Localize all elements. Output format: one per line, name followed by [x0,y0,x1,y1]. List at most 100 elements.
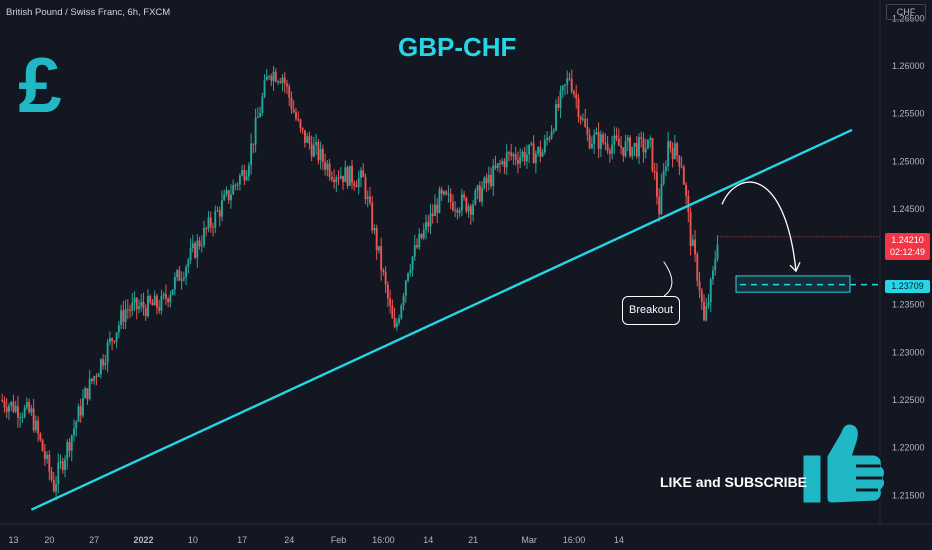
candle-body [167,298,170,303]
projection-arrow[interactable] [721,181,797,272]
candle-body [647,139,649,149]
candle-body [185,266,188,278]
candle-body [445,191,448,195]
candle-body [384,272,387,285]
candle-body [223,194,226,201]
candle-body [564,84,566,86]
chart-title: GBP-CHF [398,32,517,62]
candle-body [709,279,712,303]
candle-body [131,302,134,311]
candle-body [427,222,430,227]
candle-body [617,138,620,146]
candle-body [530,143,533,145]
candle-body [180,278,183,281]
candle-body [398,318,401,323]
candle-body [297,118,300,120]
candle-body [691,239,694,247]
candle-body [281,77,284,83]
candle-body [644,148,647,153]
candle-body [680,166,683,168]
candle-body [355,185,358,188]
candle-body [84,388,87,399]
candle-body [227,190,230,201]
candle-body [259,112,262,118]
candle-body [528,144,531,155]
candle-body [308,136,311,144]
candle-body [687,195,690,213]
candle-body [431,213,434,217]
candle-body [59,461,62,464]
candle-body [573,91,575,95]
candle-body [28,402,31,413]
candle-body [449,193,452,202]
current-price-tag: 1.24210 02:12:49 [885,233,930,260]
candle-body [68,442,71,451]
candle-body [292,109,295,113]
candle-body [151,302,154,306]
candle-body [454,209,457,211]
candle-body [214,211,217,228]
candle-body [512,154,515,156]
candle-body [447,193,450,195]
y-tick-label: 1.22500 [892,395,925,405]
candle-body [48,454,51,472]
candle-body [539,147,542,157]
candle-body [664,166,667,171]
x-tick-label: 17 [237,535,247,545]
candle-body [73,428,75,436]
symbol-label[interactable]: British Pound / Swiss Franc, 6h, FXCM [6,7,171,18]
candle-body [716,244,719,260]
candle-body [64,459,66,470]
candle-body [552,130,555,132]
candle-body [43,451,46,460]
candle-body [346,167,349,186]
currency-badge[interactable]: CHF [886,4,926,20]
candle-body [312,144,315,157]
candle-body [660,183,663,215]
candle-body [77,406,80,422]
candle-body [3,401,6,408]
x-tick-label: 16:00 [372,535,395,545]
candle-body [162,293,165,296]
candle-body [541,152,544,157]
candle-body [39,433,42,440]
candle-body [548,138,551,140]
candle-body [604,142,607,144]
candle-body [712,270,714,280]
projection-arrowhead [789,261,801,273]
candle-body [1,399,4,402]
candle-body [196,240,199,258]
candle-body [225,190,228,195]
candle-body [653,170,656,173]
candle-body [263,80,266,97]
candle-body [70,435,73,451]
candle-body [353,182,356,186]
candle-body [678,155,681,167]
candle-body [402,295,405,306]
candle-body [191,243,194,249]
candle-body [155,295,158,308]
candle-body [126,309,129,311]
candle-body [8,405,10,412]
candle-body [590,143,593,149]
candle-body [86,388,89,400]
candle-body [629,137,631,157]
candle-body [696,254,699,282]
trendline[interactable] [30,128,853,511]
candle-body [400,305,403,319]
current-price: 1.24210 [891,235,924,245]
candle-body [422,230,425,239]
breakout-label[interactable]: Breakout [622,296,680,325]
candle-body [321,148,324,162]
candle-body [595,132,598,135]
candle-body [286,83,288,87]
candle-body [102,359,105,366]
candle-body [362,170,365,178]
candle-body [673,143,676,159]
candle-body [142,301,145,309]
candle-body [395,322,398,328]
candle-body [66,442,69,460]
candle-body [375,227,378,251]
